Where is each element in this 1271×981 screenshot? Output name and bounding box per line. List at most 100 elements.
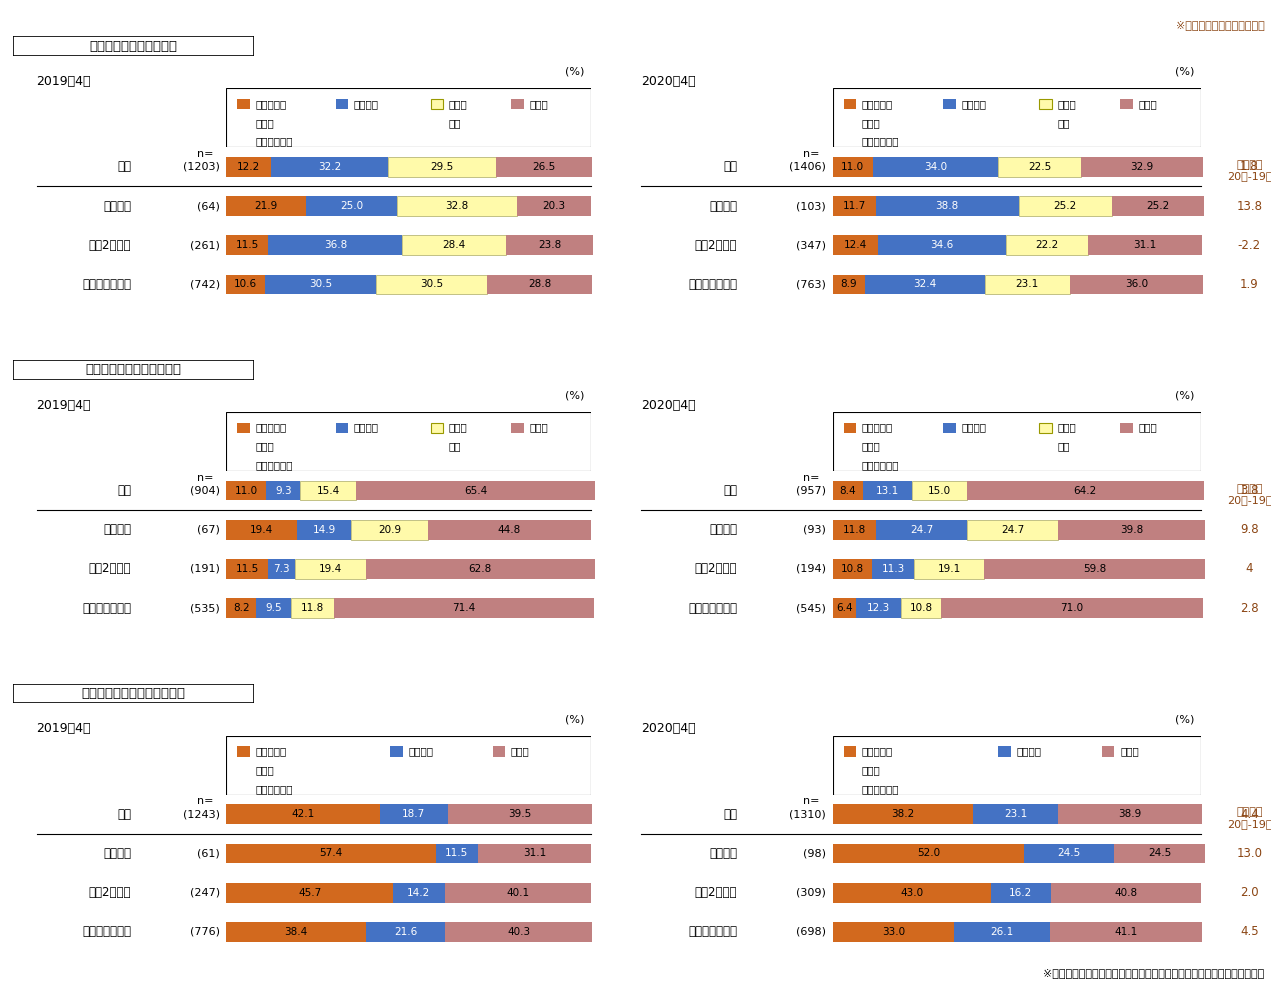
Text: 41.1: 41.1 [1115,927,1138,937]
Text: 3.8: 3.8 [1240,484,1258,497]
Text: トンカツ・フライ・コロッケ: トンカツ・フライ・コロッケ [81,687,186,700]
Bar [833,275,866,294]
Text: 10.8: 10.8 [910,603,933,613]
Text: 11.7: 11.7 [843,201,866,211]
Bar [833,883,991,903]
Bar [445,883,591,903]
Bar [943,423,956,434]
Text: テイクアウト: テイクアウト [862,460,900,470]
Bar [911,481,967,500]
Text: 24.5: 24.5 [1148,849,1172,858]
Text: 40.3: 40.3 [507,927,530,937]
Text: 4.5: 4.5 [1240,925,1258,939]
Bar [291,598,334,618]
Text: 11.5: 11.5 [445,849,468,858]
Text: 冷食増減
20年-19年: 冷食増減 20年-19年 [1227,160,1271,181]
Text: 21.9: 21.9 [254,201,278,211]
Bar [833,196,876,216]
Text: 29.5: 29.5 [431,162,454,172]
Bar [1082,157,1202,177]
Bar [445,922,592,942]
Text: 10.6: 10.6 [234,280,257,289]
Text: n=: n= [803,149,820,159]
Text: 1.8: 1.8 [1240,160,1258,174]
Bar [238,747,250,757]
Text: 33.0: 33.0 [882,927,905,937]
Bar [1120,423,1132,434]
Bar [226,196,306,216]
Text: 出来合い・: 出来合い・ [862,99,894,109]
Text: 25.0: 25.0 [341,201,364,211]
Text: 冷凍食品: 冷凍食品 [353,99,379,109]
Text: n=: n= [803,797,820,806]
Bar [991,883,1051,903]
Text: 65.4: 65.4 [464,486,487,495]
Bar [336,99,348,110]
Text: 40.8: 40.8 [1115,888,1138,898]
Text: 39.5: 39.5 [508,809,531,819]
Bar [226,804,380,824]
Bar [943,99,956,110]
Text: 62.8: 62.8 [469,564,492,574]
Text: 15.4: 15.4 [316,486,341,495]
Text: 9.8: 9.8 [1240,523,1258,537]
Text: (1406): (1406) [789,162,826,172]
Text: 12.3: 12.3 [867,603,891,613]
Text: 20.9: 20.9 [377,525,402,535]
Text: 出来合い・: 出来合い・ [862,747,894,756]
Text: 単身世帯: 単身世帯 [103,523,131,537]
Text: テイクアウト: テイクアウト [862,136,900,146]
Bar [226,883,393,903]
Text: 冷凍食品: 冷凍食品 [962,423,986,433]
Bar [844,423,857,434]
Text: 38.2: 38.2 [891,809,915,819]
Text: 2.0: 2.0 [1240,886,1258,900]
Bar [511,99,524,110]
Text: 22.5: 22.5 [1028,162,1051,172]
Text: 出来合い・: 出来合い・ [255,747,287,756]
Text: 4: 4 [1246,562,1253,576]
Bar [398,196,517,216]
Bar [1112,196,1205,216]
Text: テイクアウト: テイクアウト [255,136,292,146]
Bar [1115,844,1205,863]
Text: 44.8: 44.8 [498,525,521,535]
Text: 32.9: 32.9 [1130,162,1154,172]
Bar [297,520,351,540]
Bar [268,235,403,255]
Bar [427,520,591,540]
Bar [833,157,873,177]
Text: 全体: 全体 [723,484,737,497]
Text: 11.0: 11.0 [841,162,864,172]
Text: 手作り: 手作り [1120,747,1139,756]
Text: 16.2: 16.2 [1009,888,1032,898]
Bar [967,520,1057,540]
Bar [1051,883,1201,903]
Text: 11.8: 11.8 [301,603,324,613]
Text: 食品: 食品 [1057,118,1070,128]
Text: 19.4: 19.4 [319,564,342,574]
Text: 11.5: 11.5 [235,564,259,574]
Text: 冷食増減
20年-19年: 冷食増減 20年-19年 [1227,484,1271,505]
Text: 8.4: 8.4 [840,486,857,495]
Text: 71.4: 71.4 [452,603,475,613]
Text: (61): (61) [197,849,220,858]
Text: 19.4: 19.4 [250,525,273,535]
Bar [436,844,478,863]
Text: 24.7: 24.7 [910,525,933,535]
Bar [226,520,297,540]
Bar [268,559,295,579]
Bar [366,559,595,579]
Bar [863,481,911,500]
Bar [226,844,436,863]
Text: 出来合い・: 出来合い・ [862,423,894,433]
Text: 夫婦2人世帯: 夫婦2人世帯 [89,238,131,252]
Bar [1018,196,1112,216]
Bar [493,747,506,757]
Bar [506,235,592,255]
Text: 出前・: 出前・ [255,765,275,775]
Bar [873,157,999,177]
Bar [336,423,348,434]
Text: 全体: 全体 [117,484,131,497]
Text: 出前・: 出前・ [255,441,275,451]
